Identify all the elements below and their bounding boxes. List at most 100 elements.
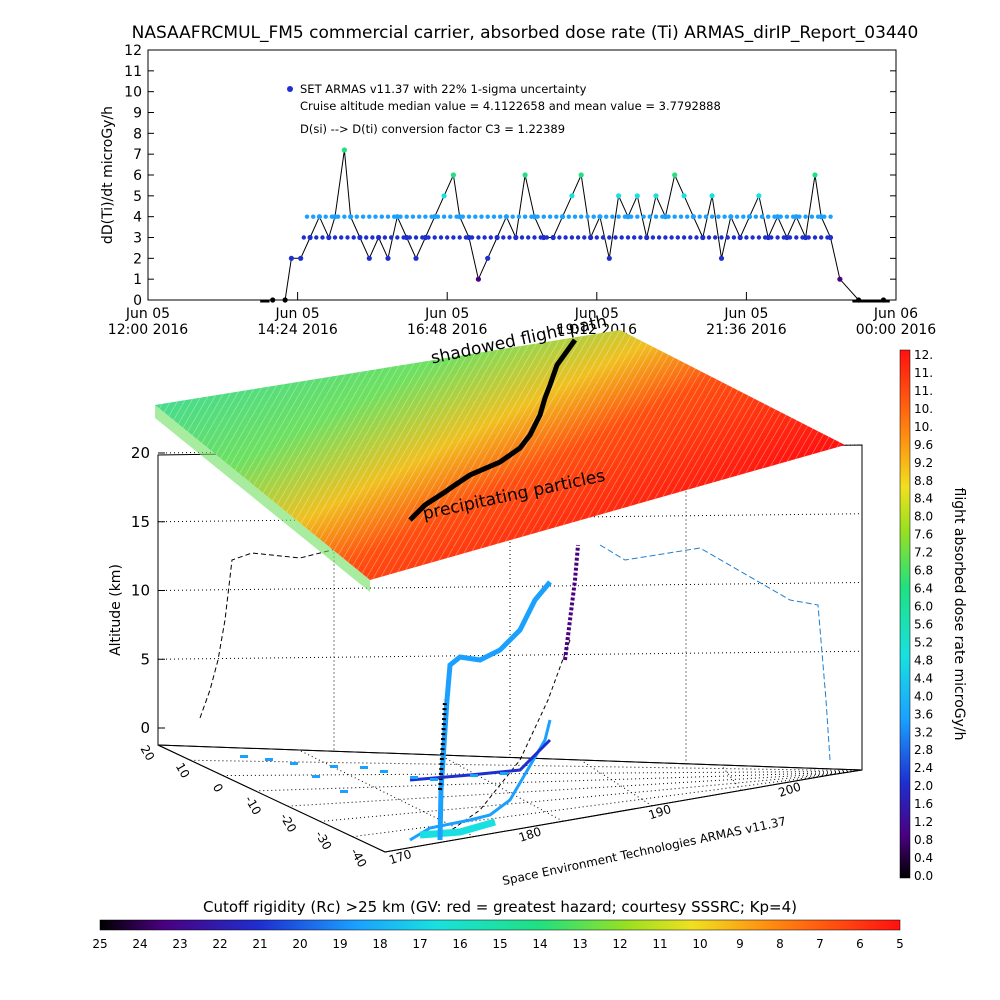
dose-rate-point <box>366 255 372 261</box>
dose-rate-point <box>432 235 437 240</box>
dose-rate-point <box>756 193 762 199</box>
rigidity-colorbar-tick-label: 12 <box>612 937 627 951</box>
x-tick-label-time: 21:36 2016 <box>706 322 787 338</box>
rigidity-colorbar-tick-label: 16 <box>452 937 467 951</box>
dose-colorbar-label: flight absorbed dose rate microGy/h <box>951 488 967 741</box>
dose-rate-point <box>376 234 382 241</box>
dose-rate-point <box>485 214 490 219</box>
ground-track-dashed <box>439 639 571 839</box>
dose-colorbar-tick-label: 6.8 <box>914 564 933 578</box>
dose-rate-point <box>619 235 624 240</box>
dose-colorbar-tick-label: 1.2 <box>914 815 933 829</box>
dose-rate-point <box>784 214 790 219</box>
altitude-tick-label: 20 <box>131 444 150 462</box>
dose-rate-point <box>634 193 640 199</box>
floor-grid-line <box>287 772 844 807</box>
dose-rate-point <box>417 214 422 219</box>
dose-rate-point <box>498 214 503 219</box>
latitude-tick-label: -40 <box>348 846 370 870</box>
rigidity-colorbar-tick-label: 10 <box>692 937 707 951</box>
annotation-conversion: D(si) --> D(ti) conversion factor C3 = 1… <box>300 122 565 136</box>
dose-colorbar-tick-label: 12. <box>914 348 933 362</box>
dose-rate-point <box>572 214 578 219</box>
latitude-tick-label: -20 <box>277 811 299 835</box>
rigidity-colorbar-tick-label: 8 <box>776 937 784 951</box>
x-tick-label-date: Jun 05 <box>125 306 170 322</box>
dose-rate-point <box>357 234 363 241</box>
dose-rate-point <box>448 214 453 219</box>
dose-rate-point <box>803 214 808 219</box>
dose-rate-point <box>450 172 456 178</box>
dose-colorbar-tick-label: 0.4 <box>914 851 933 865</box>
dose-rate-point <box>837 276 843 282</box>
dose-rate-point <box>719 235 724 240</box>
rigidity-colorbar-swatch <box>99 919 901 931</box>
dose-rate-point <box>703 214 709 219</box>
dose-colorbar-tick-label: 3.6 <box>914 707 933 721</box>
dose-rate-point <box>569 235 575 240</box>
y-tick-label: 12 <box>124 43 142 59</box>
dose-colorbar-tick-label: 10. <box>914 420 933 434</box>
dose-rate-point <box>750 235 755 240</box>
rigidity-colorbar-tick-label: 15 <box>492 937 507 951</box>
floor-scatter-dot <box>470 774 478 777</box>
dose-rate-point <box>541 214 546 219</box>
dose-rate-point <box>451 235 456 240</box>
dose-colorbar-tick-label: 5.6 <box>914 617 933 631</box>
dose-colorbar-tick-label: 2.0 <box>914 779 933 793</box>
dose-rate-point <box>379 214 384 219</box>
rigidity-colorbar-tick-label: 19 <box>332 937 347 951</box>
dose-rate-point <box>475 276 481 282</box>
rigidity-colorbar-tick-label: 25 <box>92 937 107 951</box>
latitude-tick-label: 20 <box>138 743 158 763</box>
dose-rate-point <box>784 234 790 241</box>
dose-rate-point <box>803 234 809 241</box>
x-tick-label-time: 12:00 2016 <box>108 322 189 338</box>
floor-scatter-dot <box>380 770 388 773</box>
dose-rate-point <box>632 235 637 240</box>
flight-path-black-markers <box>438 699 447 791</box>
dose-rate-point <box>663 235 668 240</box>
floor-scatter-dot <box>240 755 248 758</box>
dose-rate-point <box>382 235 388 240</box>
dose-rate-point <box>388 235 394 240</box>
annotation-cruise: Cruise altitude median value = 4.1122658… <box>300 99 721 113</box>
dose-rate-point <box>342 214 347 219</box>
cutoff-rigidity-colorbar: Cutoff rigidity (Rc) >25 km (GV: red = g… <box>92 898 903 951</box>
dose-rate-point <box>775 235 780 240</box>
dose-colorbar-swatch <box>899 349 911 879</box>
dose-rate-point <box>385 255 391 261</box>
credit-text: Space Environment Technologies ARMAS v11… <box>501 814 787 888</box>
dose-rate-point <box>526 235 531 240</box>
dose-rate-point <box>550 234 556 241</box>
flight-path-cyan <box>419 818 496 839</box>
dose-rate-point <box>519 235 525 240</box>
floor-grid-line <box>580 759 653 807</box>
floor-scatter-dot <box>290 762 298 765</box>
dose-rate-point <box>641 214 646 219</box>
dose-rate-point <box>827 234 834 241</box>
dose-rate-point <box>700 234 706 241</box>
legend-marker <box>287 86 293 92</box>
dose-rate-point <box>413 235 419 240</box>
dose-rate-point <box>697 214 702 219</box>
dose-rate-point <box>709 193 715 199</box>
y-tick-label: 2 <box>133 251 142 267</box>
dose-rate-point <box>541 234 547 241</box>
dose-colorbar-tick-label: 8.8 <box>914 474 933 488</box>
dose-rate-point <box>423 214 428 219</box>
dose-rate-point <box>759 214 765 219</box>
dose-rate-point <box>385 214 391 219</box>
dose-colorbar-tick-label: 11. <box>914 366 933 380</box>
dose-rate-point <box>681 235 687 240</box>
dose-rate-point <box>332 214 338 220</box>
longitude-tick-label: 180 <box>517 824 543 844</box>
y-tick-label: 11 <box>124 64 142 80</box>
dose-rate-point <box>473 214 478 219</box>
dose-rate-point <box>307 234 313 241</box>
dose-rate-point <box>753 214 758 219</box>
dose-rate-point <box>725 235 730 240</box>
rigidity-colorbar-tick-label: 18 <box>372 937 387 951</box>
